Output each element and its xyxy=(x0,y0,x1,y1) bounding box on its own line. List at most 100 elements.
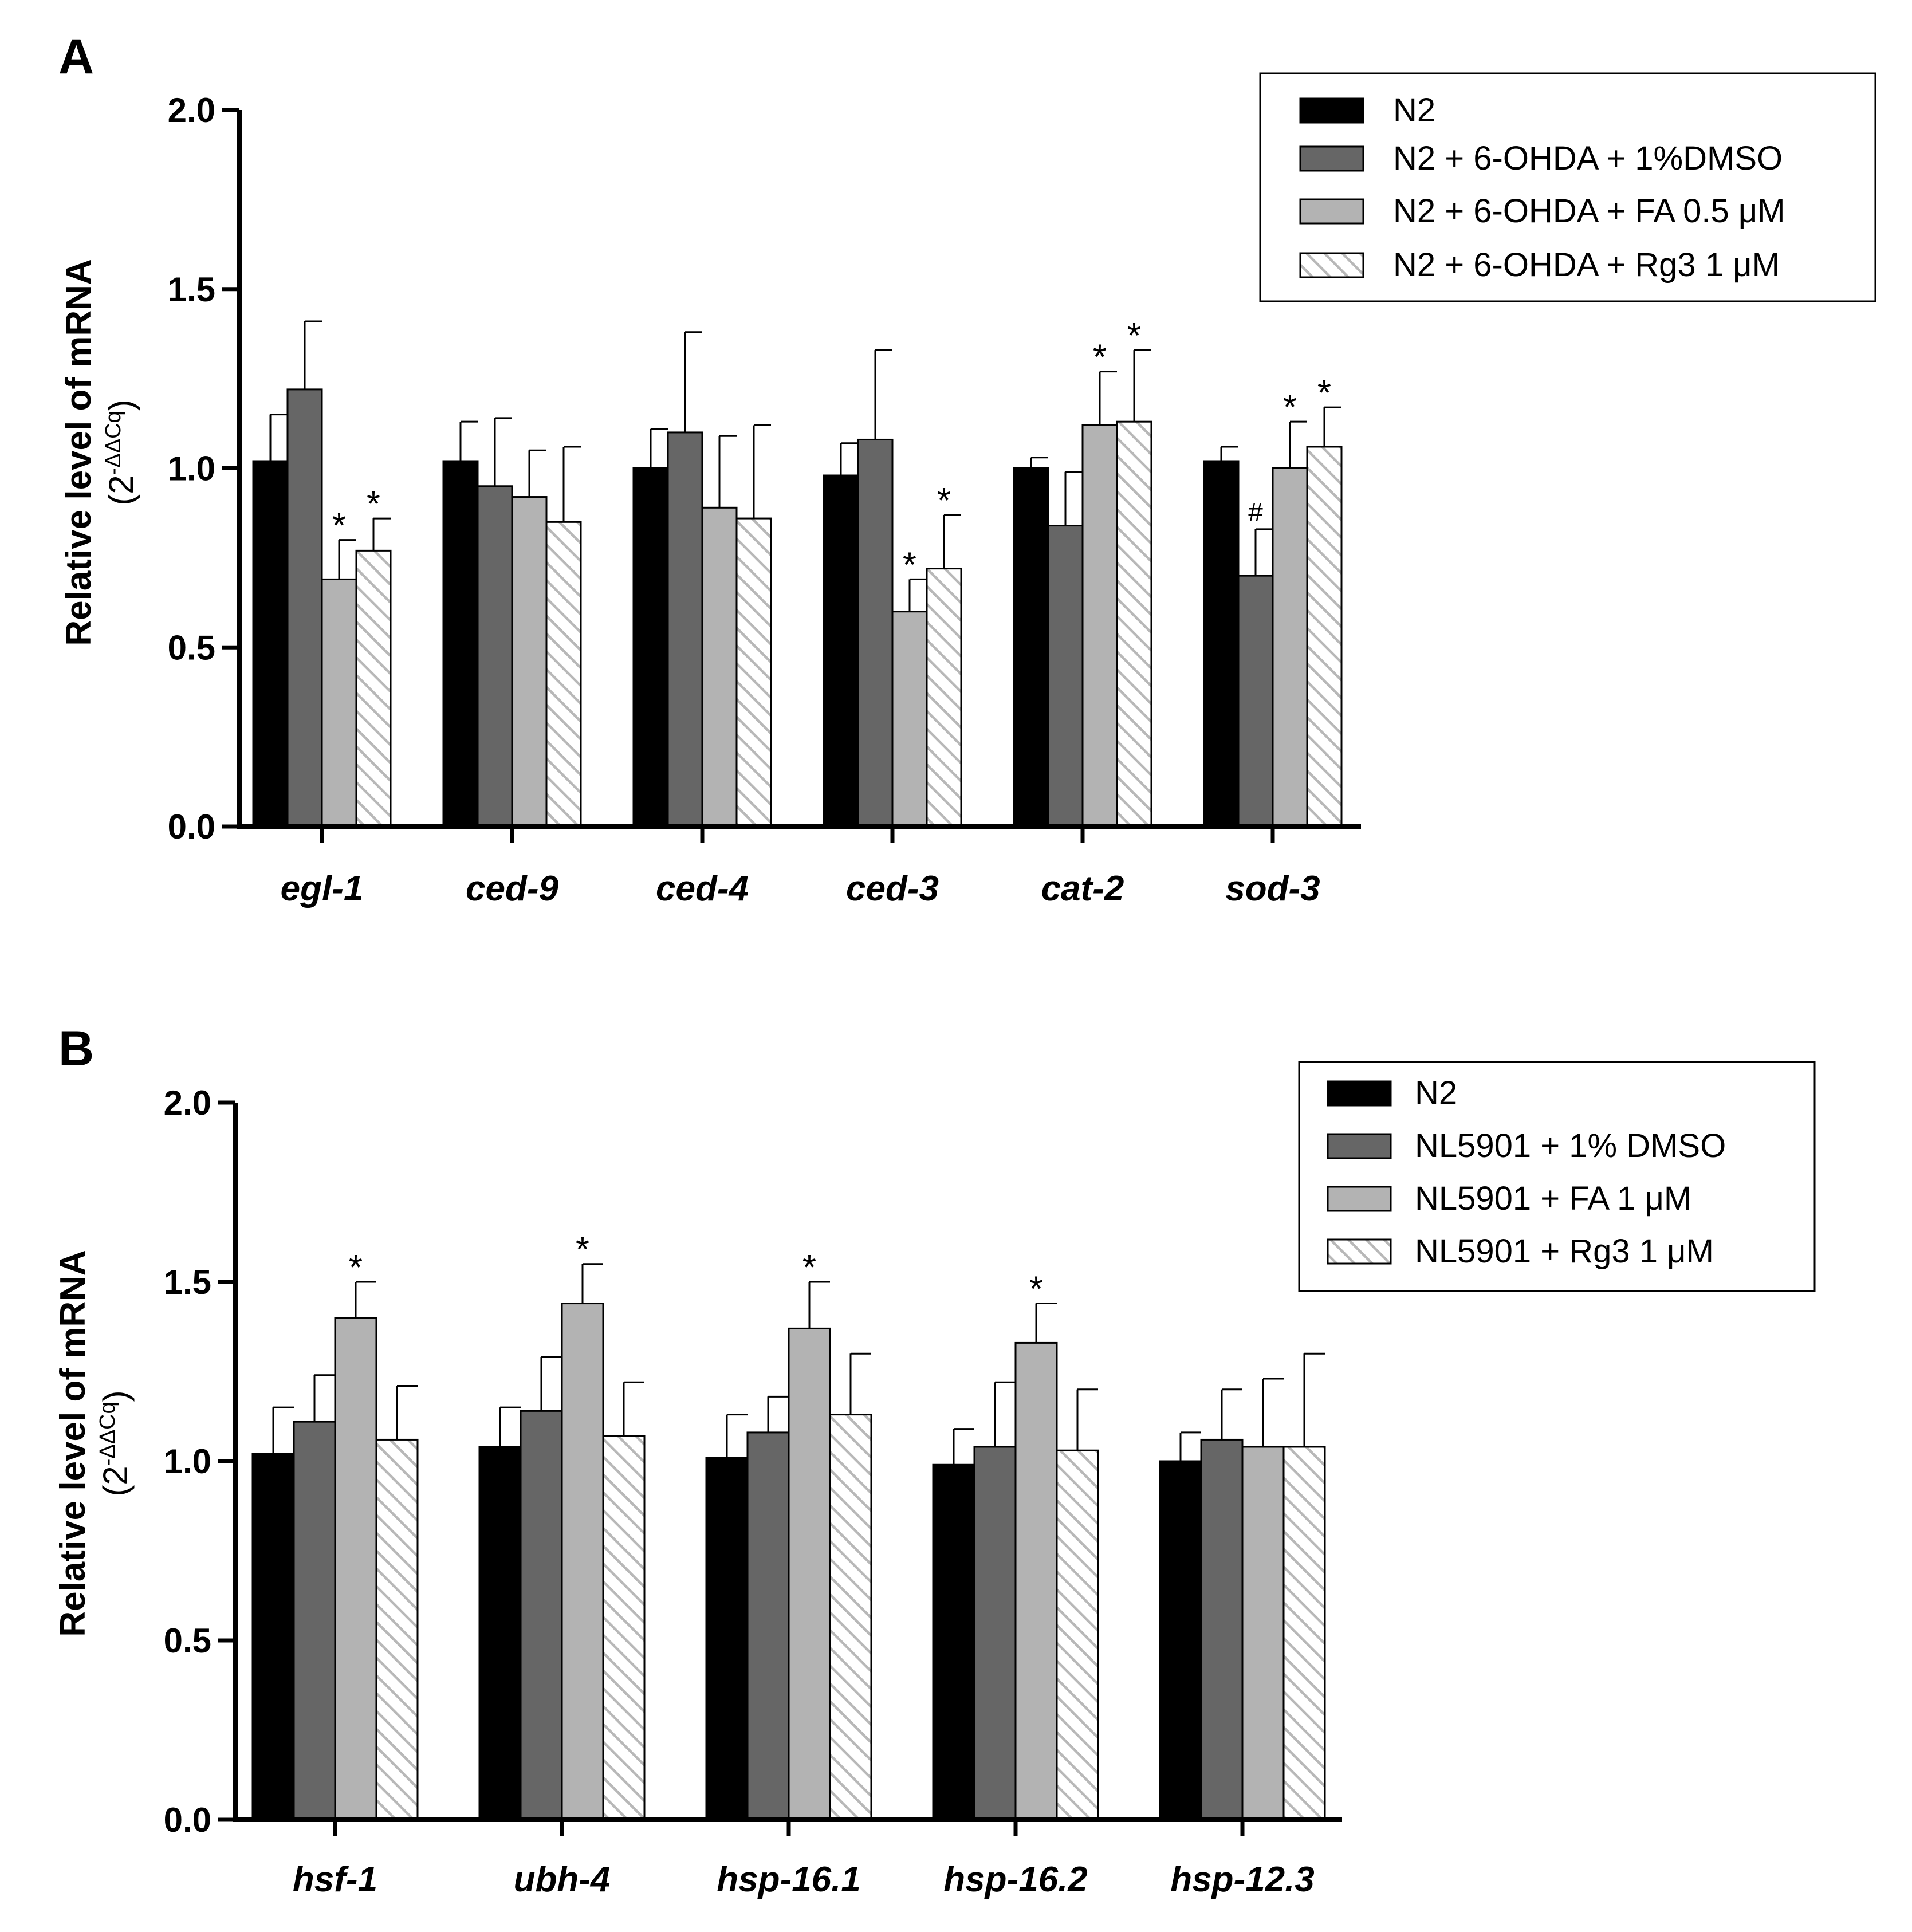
panel-b-bar-2-1 xyxy=(746,1431,790,1821)
panel-a-bar-3-3 xyxy=(926,568,962,828)
panel-a-bar-2-3 xyxy=(735,517,772,828)
panel-a-label: A xyxy=(58,29,94,84)
panel-a-legend-swatch-2 xyxy=(1299,198,1364,225)
panel-b-bar-1-1 xyxy=(520,1410,563,1821)
panel-a-legend-swatch-1 xyxy=(1299,145,1364,172)
panel-b-bar-1-3 xyxy=(602,1435,646,1821)
panel-a-bar-2-0 xyxy=(632,467,669,828)
panel-a-bar-2-2 xyxy=(701,506,738,828)
panel-b-x-tick-label-4: hsp-12.3 xyxy=(1170,1860,1315,1899)
panel-b-y-tick-label-3: 1.5 xyxy=(164,1263,211,1301)
panel-b-bar-2-3 xyxy=(829,1414,872,1821)
panel-a-bar-3-1 xyxy=(857,438,894,828)
panel-b: B Relative level of mRNA (2-ΔΔCq) * hsf-1… xyxy=(53,1021,1816,1899)
panel-b-bar-4-2 xyxy=(1241,1446,1285,1821)
panel-b-significance-3-2: * xyxy=(1029,1270,1043,1309)
panel-b-bar-4-0 xyxy=(1159,1460,1202,1821)
panel-a-y-axis-unit: (2-ΔΔCq) xyxy=(101,399,140,505)
panel-b-bar-2-0 xyxy=(705,1457,749,1821)
panel-a-bar-0-1 xyxy=(286,388,323,828)
panel-b-plot: * hsf-1 * ubh-4 * hsp-16.1 * hsp-16.2 hsp-12.3 0.… xyxy=(164,1084,1342,1899)
panel-b-significance-0-2: * xyxy=(349,1248,363,1288)
panel-a-significance-0-2: * xyxy=(332,506,346,546)
panel-b-bar-0-1 xyxy=(293,1421,336,1821)
panel-a-legend-swatch-0 xyxy=(1299,97,1364,124)
panel-a-x-tick-label-2: ced-4 xyxy=(656,869,749,908)
panel-a-significance-5-1: # xyxy=(1248,497,1263,527)
panel-a-significance-3-3: * xyxy=(937,481,951,521)
panel-b-legend-swatch-3 xyxy=(1327,1238,1392,1265)
panel-a-significance-4-2: * xyxy=(1093,338,1107,377)
panel-a-bar-1-3 xyxy=(545,521,582,828)
panel-b-x-tick-label-0: hsf-1 xyxy=(293,1860,377,1899)
panel-a-bar-0-2 xyxy=(321,578,357,828)
panel-a-bar-1-2 xyxy=(511,496,548,828)
panel-a-y-axis-title: Relative level of mRNA xyxy=(59,259,99,646)
panel-b-bar-4-1 xyxy=(1200,1438,1244,1821)
panel-a-x-tick-label-4: cat-2 xyxy=(1041,869,1124,908)
panel-a-bar-0-3 xyxy=(355,549,392,828)
panel-a-significance-4-3: * xyxy=(1127,316,1141,356)
panel-b-legend-label-3: NL5901 + Rg3 1 μM xyxy=(1415,1233,1714,1270)
panel-a-bar-0-0 xyxy=(252,460,289,828)
panel-a-y-tick-label-0: 0.0 xyxy=(168,808,215,846)
panel-a-bar-4-1 xyxy=(1047,525,1084,828)
panel-a-bar-5-3 xyxy=(1306,446,1343,828)
panel-a-bar-5-2 xyxy=(1272,467,1308,828)
panel-b-bar-0-3 xyxy=(375,1438,419,1821)
panel-a-y-tick-label-1: 0.5 xyxy=(168,628,215,667)
panel-a-bar-2-1 xyxy=(667,431,703,828)
panel-a-x-tick-label-1: ced-9 xyxy=(466,869,558,908)
panel-a-significance-0-3: * xyxy=(367,485,380,524)
panel-a-legend-swatch-3 xyxy=(1299,252,1364,278)
panel-a-y-tick-label-2: 1.0 xyxy=(168,450,215,488)
panel-a-legend-label-1: N2 + 6-OHDA + 1%DMSO xyxy=(1393,140,1783,177)
panel-b-label: B xyxy=(58,1021,94,1076)
panel-a-legend-label-0: N2 xyxy=(1393,92,1435,129)
panel-a-x-tick-label-5: sod-3 xyxy=(1225,869,1320,908)
panel-a-bar-3-0 xyxy=(823,474,859,828)
panel-b-y-tick-label-2: 1.0 xyxy=(164,1442,211,1481)
panel-b-bar-0-0 xyxy=(251,1453,295,1821)
panel-b-y-tick-label-0: 0.0 xyxy=(164,1801,211,1839)
panel-b-bar-1-0 xyxy=(478,1446,522,1821)
panel-a-y-tick-label-3: 1.5 xyxy=(168,270,215,309)
panel-a-bar-3-2 xyxy=(891,611,928,828)
panel-a-plot: * * egl-1 ced-9 ced-4 * * ced-3 * * cat-2 # * * sod-3 0… xyxy=(168,91,1361,908)
panel-b-bar-2-2 xyxy=(788,1327,831,1821)
panel-a-bar-1-1 xyxy=(477,485,513,828)
panel-a-bar-5-0 xyxy=(1203,460,1240,828)
panel-b-bar-4-3 xyxy=(1282,1446,1326,1821)
panel-a-significance-5-2: * xyxy=(1283,388,1297,427)
panel-a-x-tick-label-3: ced-3 xyxy=(846,869,939,908)
panel-a-legend-label-2: N2 + 6-OHDA + FA 0.5 μM xyxy=(1393,192,1785,230)
panel-b-x-tick-label-3: hsp-16.2 xyxy=(943,1860,1088,1899)
panel-b-significance-2-2: * xyxy=(802,1248,816,1288)
panel-a-legend: N2 N2 + 6-OHDA + 1%DMSO N2 + 6-OHDA + FA… xyxy=(1259,72,1876,302)
panel-b-significance-1-2: * xyxy=(576,1230,589,1270)
panel-b-legend-swatch-0 xyxy=(1327,1080,1392,1107)
panel-a-significance-5-3: * xyxy=(1317,373,1331,413)
panel-b-legend-swatch-2 xyxy=(1327,1186,1392,1212)
panel-b-legend-label-0: N2 xyxy=(1415,1075,1457,1112)
panel-b-y-axis-title: Relative level of mRNA xyxy=(53,1250,93,1636)
panel-b-bar-3-2 xyxy=(1014,1341,1058,1821)
panel-a-y-tick-label-4: 2.0 xyxy=(168,91,215,129)
panel-b-legend-label-2: NL5901 + FA 1 μM xyxy=(1415,1180,1691,1217)
panel-a-bar-4-2 xyxy=(1081,424,1118,828)
panel-b-legend: N2 NL5901 + 1% DMSO NL5901 + FA 1 μM NL5… xyxy=(1298,1061,1816,1292)
panel-b-y-tick-label-4: 2.0 xyxy=(164,1084,211,1122)
panel-a-bar-5-1 xyxy=(1237,575,1274,828)
panel-b-x-tick-label-2: hsp-16.1 xyxy=(717,1860,861,1899)
panel-b-bar-3-3 xyxy=(1056,1449,1099,1821)
panel-b-y-axis-unit: (2-ΔΔCq) xyxy=(96,1390,135,1496)
panel-a-bar-4-3 xyxy=(1116,420,1152,828)
panel-b-bar-0-2 xyxy=(334,1317,377,1821)
panel-b-legend-label-1: NL5901 + 1% DMSO xyxy=(1415,1127,1726,1164)
panel-a-legend-label-3: N2 + 6-OHDA + Rg3 1 μM xyxy=(1393,246,1780,284)
panel-b-bar-3-1 xyxy=(973,1446,1017,1821)
panel-a-x-tick-label-0: egl-1 xyxy=(281,869,364,908)
panel-b-bar-1-2 xyxy=(561,1303,604,1821)
panel-b-x-tick-label-1: ubh-4 xyxy=(514,1860,611,1899)
panel-a-bar-4-0 xyxy=(1013,467,1049,828)
